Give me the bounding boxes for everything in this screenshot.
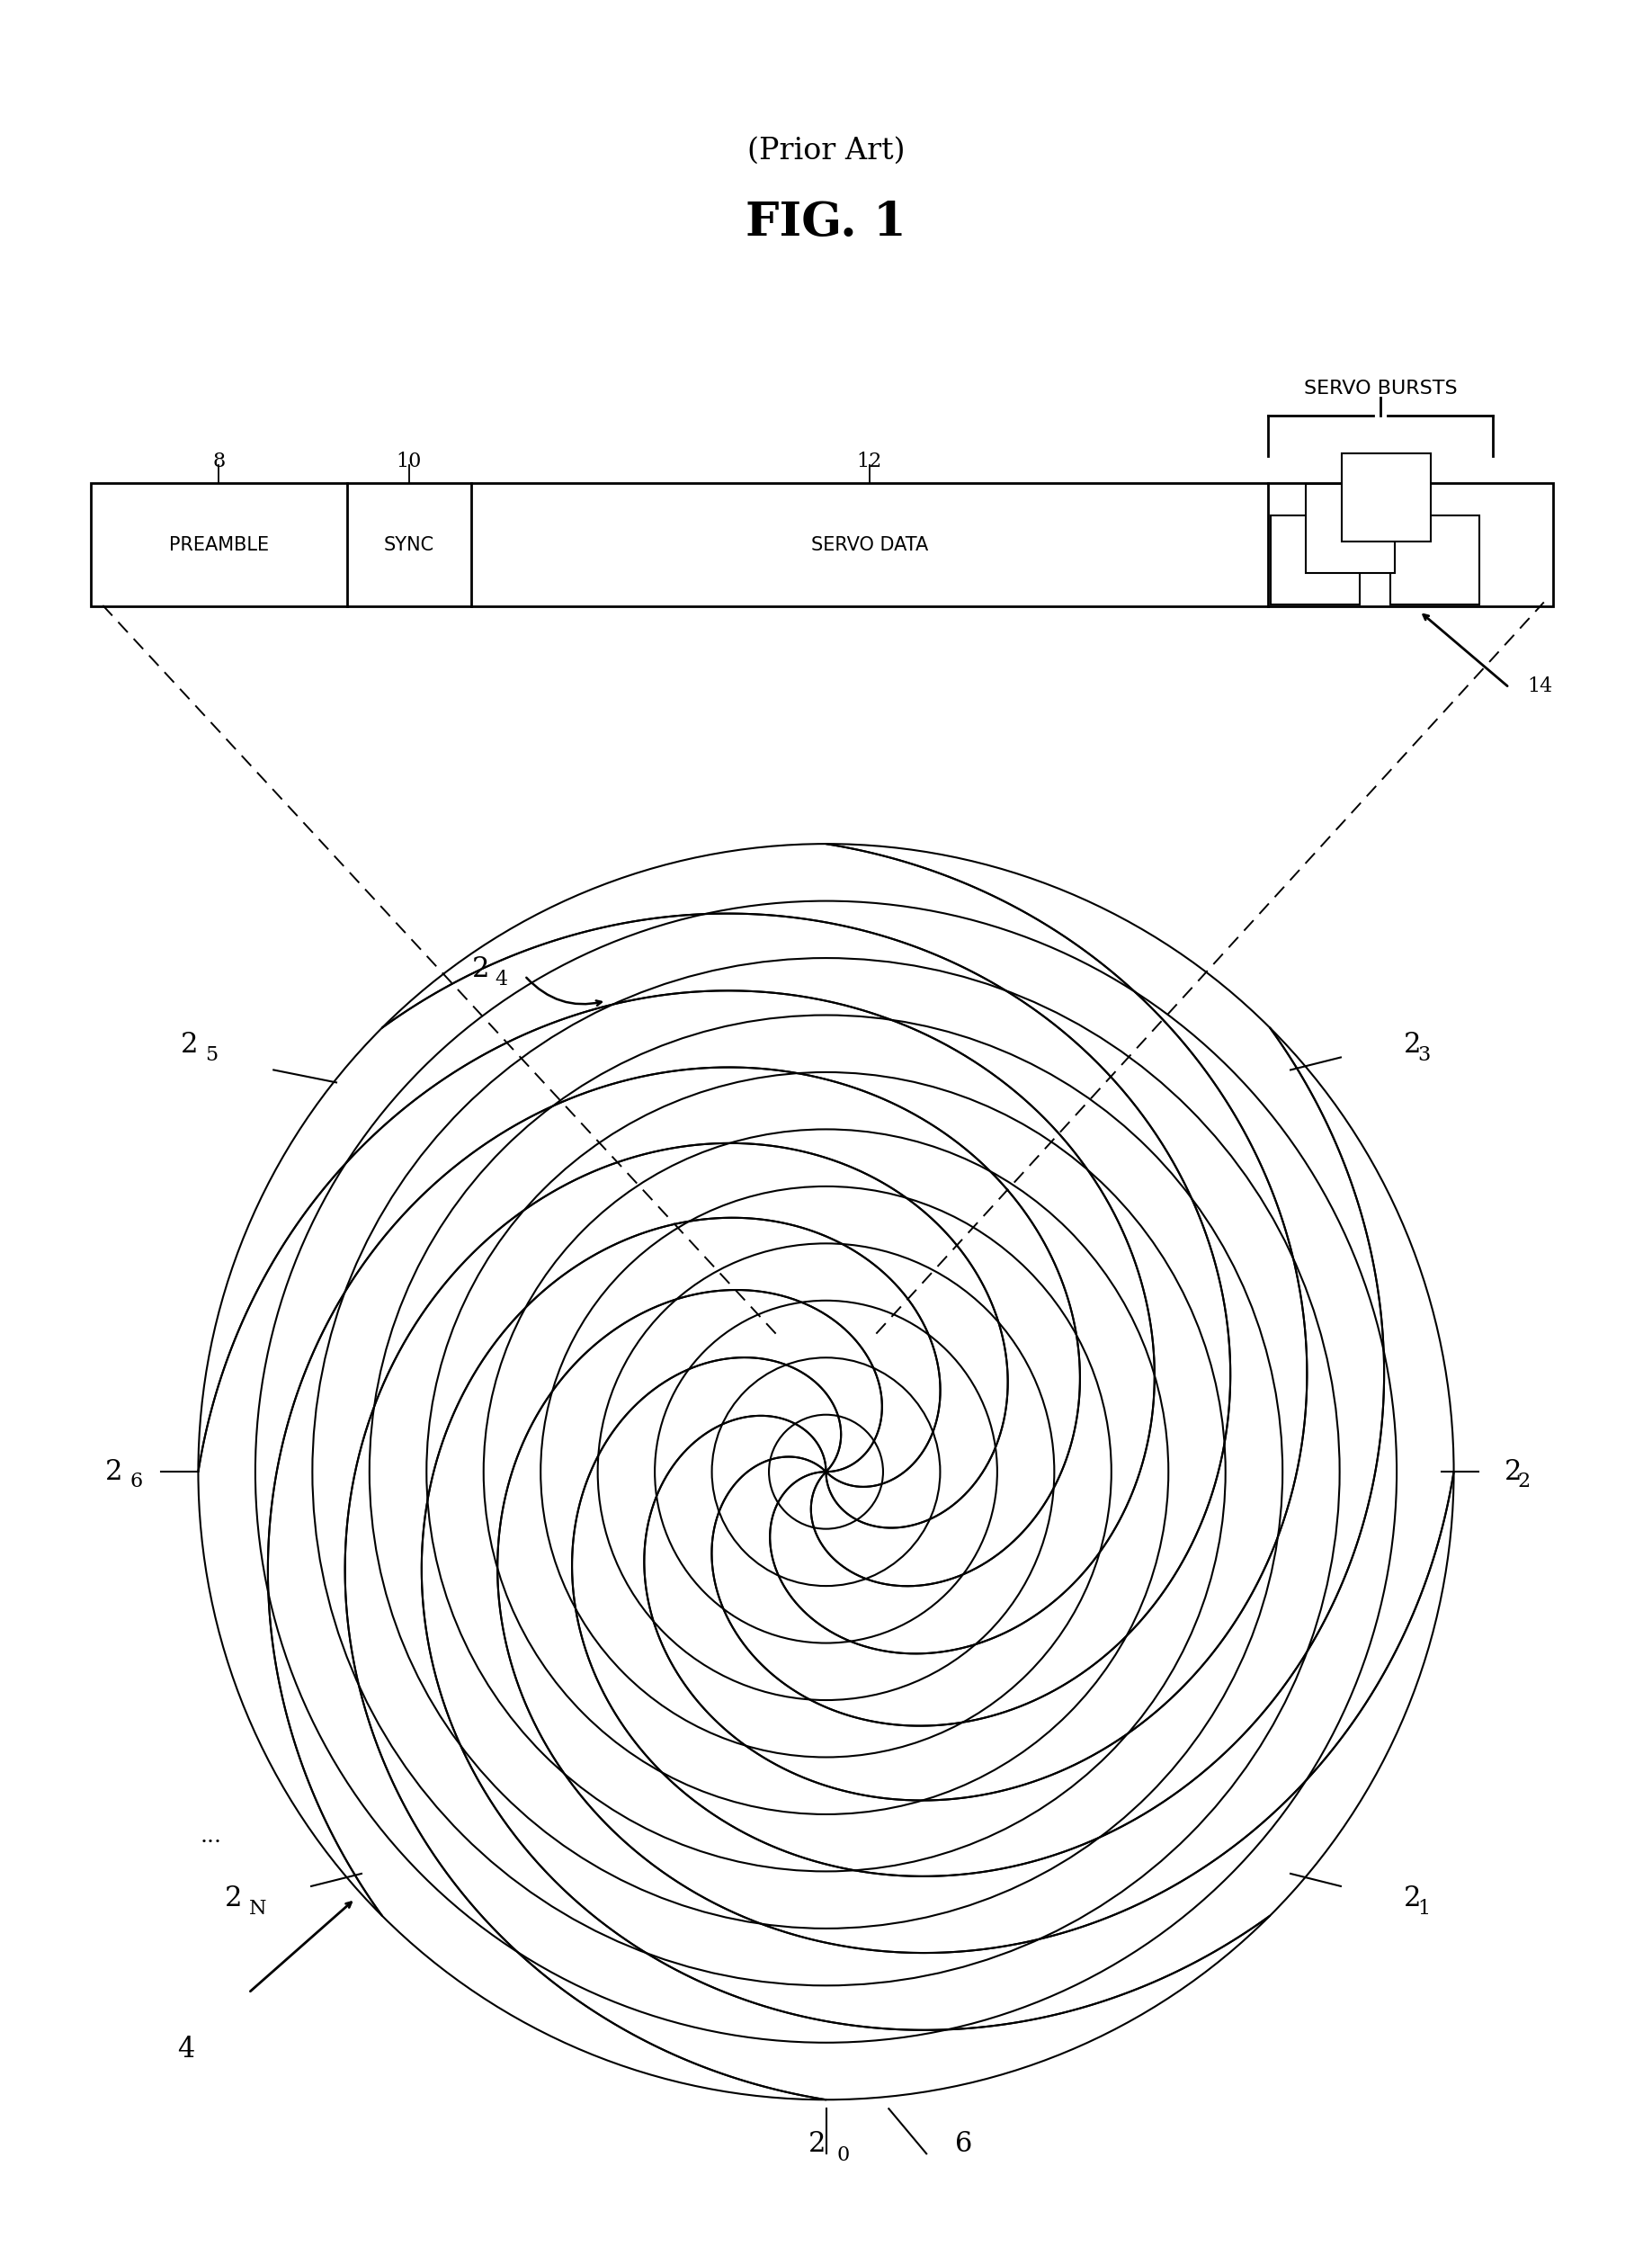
Text: D: D: [1429, 551, 1441, 568]
Text: 8: 8: [213, 452, 225, 472]
Text: 6: 6: [955, 2130, 973, 2157]
Bar: [1307, 483, 1394, 573]
Text: 2: 2: [1518, 1472, 1530, 1492]
Text: 10: 10: [396, 452, 421, 472]
Text: 2: 2: [1404, 1885, 1421, 1912]
Text: 2: 2: [225, 1885, 243, 1912]
Text: 6: 6: [131, 1472, 142, 1492]
Bar: [1270, 515, 1360, 604]
Text: N: N: [249, 1899, 266, 1919]
Text: A: A: [1310, 551, 1320, 568]
Bar: [1341, 454, 1431, 542]
Text: B: B: [1345, 521, 1356, 537]
Bar: [91, 483, 1553, 607]
Text: SERVO DATA: SERVO DATA: [811, 535, 928, 555]
Text: 2: 2: [1404, 1031, 1421, 1058]
Text: 5: 5: [205, 1045, 218, 1065]
Bar: [1391, 515, 1480, 604]
Text: 12: 12: [857, 452, 882, 472]
Text: 2: 2: [1503, 1458, 1521, 1485]
Text: 2: 2: [106, 1458, 122, 1485]
Text: SERVO BURSTS: SERVO BURSTS: [1303, 380, 1457, 398]
Text: ...: ...: [200, 1825, 221, 1847]
Text: 0: 0: [838, 2146, 849, 2166]
Text: FIG. 1: FIG. 1: [745, 200, 907, 245]
Text: 3: 3: [1417, 1045, 1431, 1065]
Text: (Prior Art): (Prior Art): [747, 137, 905, 164]
Text: 14: 14: [1526, 676, 1553, 697]
Text: 4: 4: [494, 968, 507, 989]
Text: 2: 2: [808, 2130, 826, 2157]
Text: SYNC: SYNC: [383, 535, 434, 555]
Text: 1: 1: [1417, 1899, 1431, 1919]
Text: 4: 4: [177, 2036, 195, 2063]
Text: 2: 2: [472, 955, 489, 984]
Text: PREAMBLE: PREAMBLE: [169, 535, 269, 555]
Text: 2: 2: [180, 1031, 198, 1058]
Text: C: C: [1381, 490, 1391, 506]
